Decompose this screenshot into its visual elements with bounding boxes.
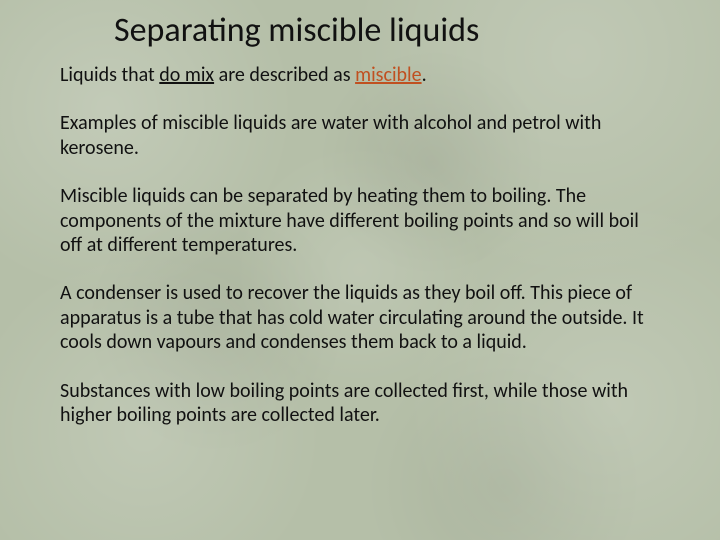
paragraph-1: Liquids that do mix are described as mis…: [60, 63, 660, 87]
p1-post: .: [422, 63, 427, 87]
paragraph-3: Miscible liquids can be separated by hea…: [60, 184, 660, 257]
paragraph-2: Examples of miscible liquids are water w…: [60, 111, 660, 160]
slide-container: Separating miscible liquids Liquids that…: [0, 0, 720, 540]
slide-title: Separating miscible liquids: [60, 10, 660, 51]
p1-underline: do mix: [159, 63, 214, 87]
p1-mid: are described as: [214, 63, 355, 87]
p1-pre: Liquids that: [60, 63, 159, 87]
paragraph-5: Substances with low boiling points are c…: [60, 379, 660, 428]
paragraph-4: A condenser is used to recover the liqui…: [60, 281, 660, 354]
p1-miscible: miscible: [355, 63, 421, 87]
